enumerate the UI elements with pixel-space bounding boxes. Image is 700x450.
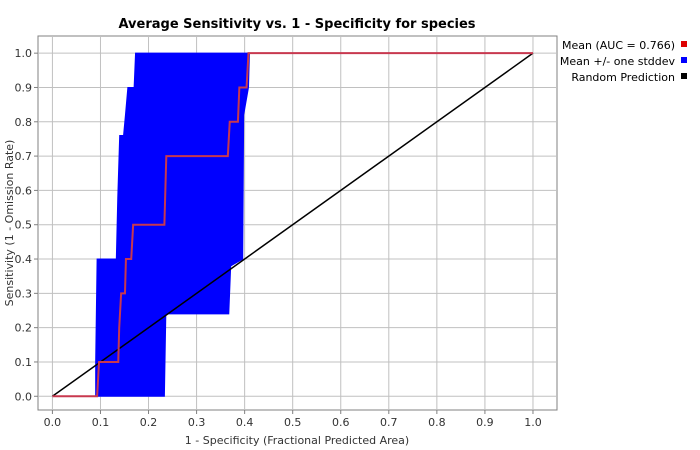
- x-tick-label: 0.2: [140, 416, 158, 429]
- x-tick-label: 0.1: [92, 416, 110, 429]
- x-axis-title: 1 - Specificity (Fractional Predicted Ar…: [185, 434, 409, 447]
- y-axis-title: Sensitivity (1 - Omission Rate): [3, 140, 16, 307]
- x-tick-label: 0.8: [428, 416, 446, 429]
- legend-label-mean: Mean (AUC = 0.766): [562, 39, 675, 52]
- y-tick-label: 0.4: [15, 253, 33, 266]
- legend-label-stddev: Mean +/- one stddev: [560, 55, 676, 68]
- x-tick-label: 0.0: [44, 416, 62, 429]
- y-tick-label: 0.3: [15, 287, 33, 300]
- y-tick-label: 0.7: [15, 150, 33, 163]
- y-tick-label: 0.6: [15, 184, 33, 197]
- stddev-band-area: [95, 52, 250, 397]
- legend-swatch-mean: [681, 41, 687, 47]
- y-axis-ticks: 0.0 0.1 0.2 0.3 0.4 0.5 0.6 0.7 0.8 0.9 1.0: [15, 47, 38, 403]
- chart-title: Average Sensitivity vs. 1 - Specificity …: [118, 17, 475, 32]
- y-tick-label: 0.9: [15, 81, 33, 94]
- x-tick-label: 1.0: [524, 416, 542, 429]
- legend-label-random: Random Prediction: [571, 71, 675, 84]
- mean-roc-line: [52, 52, 533, 398]
- series-lines: [51, 52, 534, 398]
- x-tick-label: 0.5: [284, 416, 302, 429]
- y-tick-label: 1.0: [15, 47, 33, 60]
- y-tick-label: 0.2: [15, 322, 33, 335]
- legend: Mean (AUC = 0.766) Mean +/- one stddev Ran…: [560, 39, 687, 84]
- y-tick-label: 0.8: [15, 116, 33, 129]
- legend-swatch-random: [681, 73, 687, 79]
- y-tick-label: 0.5: [15, 219, 33, 232]
- y-tick-label: 0.1: [15, 356, 33, 369]
- x-tick-label: 0.3: [188, 416, 206, 429]
- stddev-band: [95, 52, 250, 397]
- y-tick-label: 0.0: [15, 390, 33, 403]
- legend-swatch-stddev: [681, 57, 687, 63]
- x-tick-label: 0.4: [236, 416, 254, 429]
- x-tick-label: 0.9: [476, 416, 494, 429]
- x-axis-ticks: 0.0 0.1 0.2 0.3 0.4 0.5 0.6 0.7 0.8 0.9 1.0: [44, 410, 542, 429]
- random-prediction-line: [51, 52, 534, 397]
- x-tick-label: 0.7: [380, 416, 398, 429]
- x-tick-label: 0.6: [332, 416, 350, 429]
